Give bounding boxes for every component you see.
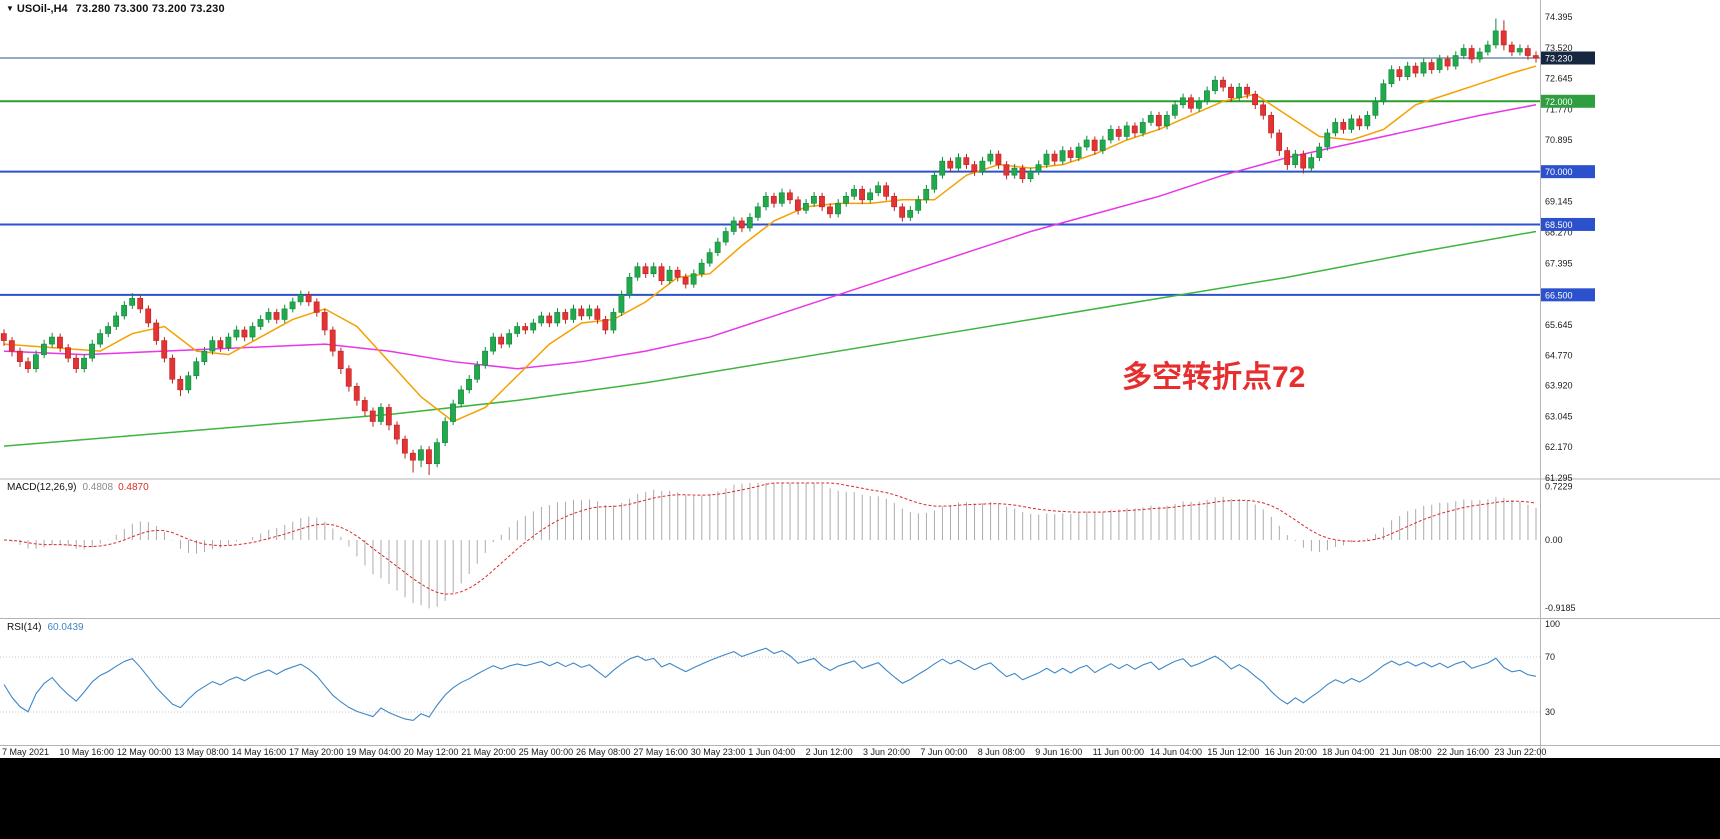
svg-text:68.500: 68.500 xyxy=(1545,220,1573,230)
svg-text:100: 100 xyxy=(1545,619,1560,629)
svg-text:63.920: 63.920 xyxy=(1545,381,1573,391)
symbol-dropdown-icon[interactable]: ▼ xyxy=(6,4,14,13)
svg-text:20 May 12:00: 20 May 12:00 xyxy=(404,747,459,757)
panel-separators xyxy=(0,0,1720,758)
rsi-indicator-label: RSI(14) 60.0439 xyxy=(7,622,84,633)
svg-text:30 May 23:00: 30 May 23:00 xyxy=(691,747,746,757)
svg-text:70: 70 xyxy=(1545,652,1555,662)
svg-text:65.645: 65.645 xyxy=(1545,320,1573,330)
price-badge xyxy=(1541,51,1595,65)
chart-annotation: 多空转折点72 xyxy=(1122,361,1306,394)
symbol-timeframe-label: USOil-,H4 xyxy=(16,3,68,15)
svg-text:-0.9185: -0.9185 xyxy=(1545,603,1576,613)
price-badge xyxy=(1541,165,1595,179)
macd-panel xyxy=(3,482,1537,609)
rsi-panel xyxy=(0,647,1540,721)
svg-text:15 Jun 12:00: 15 Jun 12:00 xyxy=(1207,747,1259,757)
svg-text:72.000: 72.000 xyxy=(1545,97,1573,107)
svg-text:21 May 20:00: 21 May 20:00 xyxy=(461,747,516,757)
svg-text:14 May 16:00: 14 May 16:00 xyxy=(232,747,287,757)
bottom-black-bar xyxy=(0,758,1720,839)
svg-text:27 May 16:00: 27 May 16:00 xyxy=(633,747,688,757)
svg-text:66.500: 66.500 xyxy=(1545,290,1573,300)
svg-text:7 May 2021: 7 May 2021 xyxy=(2,747,49,757)
svg-text:17 May 20:00: 17 May 20:00 xyxy=(289,747,344,757)
svg-text:2 Jun 12:00: 2 Jun 12:00 xyxy=(806,747,853,757)
svg-text:71.770: 71.770 xyxy=(1545,104,1573,114)
svg-text:13 May 08:00: 13 May 08:00 xyxy=(174,747,229,757)
price-badge xyxy=(1541,217,1595,231)
price-badge xyxy=(1541,94,1595,108)
svg-text:3 Jun 20:00: 3 Jun 20:00 xyxy=(863,747,910,757)
rsi-name: RSI(14) xyxy=(7,622,42,633)
level-lines xyxy=(0,57,1540,296)
svg-text:16 Jun 20:00: 16 Jun 20:00 xyxy=(1265,747,1317,757)
svg-text:1 Jun 04:00: 1 Jun 04:00 xyxy=(748,747,795,757)
svg-text:0.00: 0.00 xyxy=(1545,535,1563,545)
svg-text:61.295: 61.295 xyxy=(1545,473,1573,483)
svg-text:67.395: 67.395 xyxy=(1545,258,1573,268)
svg-text:12 May 00:00: 12 May 00:00 xyxy=(117,747,172,757)
symbol-header: ▼ USOil-,H4 73.280 73.300 73.200 73.230 xyxy=(6,3,225,15)
moving-average-lines xyxy=(3,65,1537,447)
svg-text:69.145: 69.145 xyxy=(1545,197,1573,207)
svg-text:0.7229: 0.7229 xyxy=(1545,482,1573,492)
svg-text:72.645: 72.645 xyxy=(1545,74,1573,84)
svg-text:18 Jun 04:00: 18 Jun 04:00 xyxy=(1322,747,1374,757)
svg-text:19 May 04:00: 19 May 04:00 xyxy=(346,747,401,757)
svg-text:14 Jun 04:00: 14 Jun 04:00 xyxy=(1150,747,1202,757)
svg-text:8 Jun 08:00: 8 Jun 08:00 xyxy=(978,747,1025,757)
svg-text:64.770: 64.770 xyxy=(1545,351,1573,361)
svg-text:7 Jun 00:00: 7 Jun 00:00 xyxy=(920,747,967,757)
rsi-value: 60.0439 xyxy=(47,622,84,633)
time-axis: 7 May 2021 10 May 16:00 12 May 00:00 13 May… xyxy=(2,747,1546,757)
macd-name: MACD(12,26,9) xyxy=(7,482,77,493)
svg-text:63.045: 63.045 xyxy=(1545,411,1573,421)
macd-main-value: 0.4808 xyxy=(82,482,114,493)
svg-text:11 Jun 00:00: 11 Jun 00:00 xyxy=(1093,747,1144,757)
price-axis: 74.395 73.520 72.645 71.770 70.895 69.145 68.2… xyxy=(1541,12,1595,717)
macd-indicator-label: MACD(12,26,9) 0.4808 0.4870 xyxy=(7,482,149,493)
svg-text:73.520: 73.520 xyxy=(1545,43,1573,53)
svg-text:21 Jun 08:00: 21 Jun 08:00 xyxy=(1380,747,1432,757)
svg-text:30: 30 xyxy=(1545,707,1555,717)
price-chart-canvas[interactable]: 74.395 73.520 72.645 71.770 70.895 69.145 68.2… xyxy=(0,0,1720,758)
macd-signal-value: 0.4870 xyxy=(118,482,149,493)
svg-text:74.395: 74.395 xyxy=(1545,12,1573,22)
price-badge xyxy=(1541,288,1595,302)
svg-text:62.170: 62.170 xyxy=(1545,442,1573,452)
svg-text:23 Jun 22:00: 23 Jun 22:00 xyxy=(1494,747,1546,757)
svg-text:73.230: 73.230 xyxy=(1545,53,1573,63)
svg-text:22 Jun 16:00: 22 Jun 16:00 xyxy=(1437,747,1489,757)
svg-text:10 May 16:00: 10 May 16:00 xyxy=(59,747,114,757)
candles xyxy=(0,18,1539,475)
svg-text:9 Jun 16:00: 9 Jun 16:00 xyxy=(1035,747,1082,757)
ohlc-values: 73.280 73.300 73.200 73.230 xyxy=(75,3,225,15)
svg-text:68.270: 68.270 xyxy=(1545,228,1573,238)
svg-text:26 May 08:00: 26 May 08:00 xyxy=(576,747,631,757)
svg-text:25 May 00:00: 25 May 00:00 xyxy=(519,747,574,757)
svg-text:70.895: 70.895 xyxy=(1545,135,1573,145)
svg-text:70.000: 70.000 xyxy=(1545,167,1573,177)
